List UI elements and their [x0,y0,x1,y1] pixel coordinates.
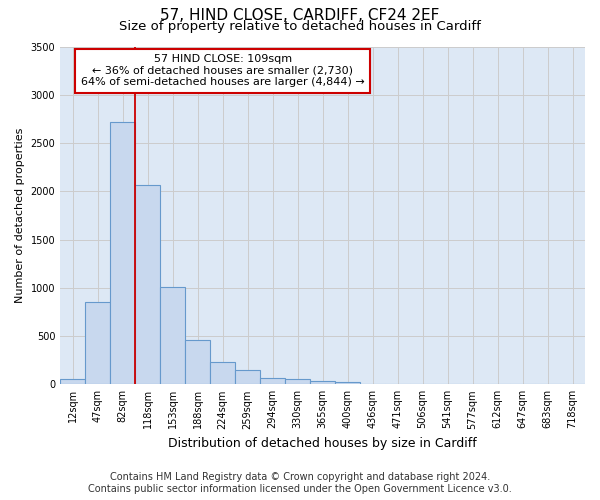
Bar [60,378,85,384]
Bar [285,379,310,384]
Bar [310,382,335,384]
Bar [210,362,235,384]
Text: 57, HIND CLOSE, CARDIFF, CF24 2EF: 57, HIND CLOSE, CARDIFF, CF24 2EF [160,8,440,22]
Text: 57 HIND CLOSE: 109sqm
← 36% of detached houses are smaller (2,730)
64% of semi-d: 57 HIND CLOSE: 109sqm ← 36% of detached … [81,54,364,88]
X-axis label: Distribution of detached houses by size in Cardiff: Distribution of detached houses by size … [168,437,477,450]
Bar [135,186,160,384]
Text: Contains HM Land Registry data © Crown copyright and database right 2024.
Contai: Contains HM Land Registry data © Crown c… [88,472,512,494]
Bar [110,122,135,384]
Bar [260,378,285,384]
Bar [160,287,185,384]
Bar [185,340,210,384]
Bar [85,302,110,384]
Text: Size of property relative to detached houses in Cardiff: Size of property relative to detached ho… [119,20,481,33]
Y-axis label: Number of detached properties: Number of detached properties [15,128,25,303]
Bar [335,382,360,384]
Bar [235,370,260,384]
